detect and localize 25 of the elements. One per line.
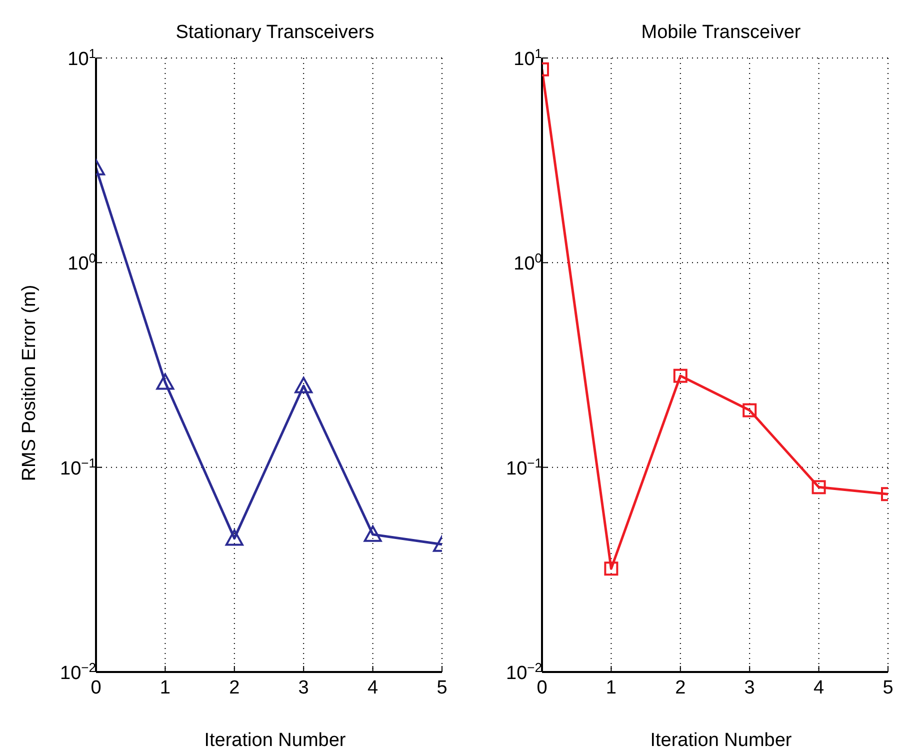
chart-title: Stationary Transceivers [174,22,376,44]
point [673,368,688,383]
x-tick-label: 1 [160,677,170,698]
x-tick-label: 1 [606,677,616,698]
y-tick-label: 10$^{1}$ [68,46,96,70]
x-tick-label: 0 [536,677,548,698]
x-axis-title: Iteration Number [203,730,347,752]
x-tick-label: 3 [298,677,309,698]
x-tick-label: 5 [882,677,894,698]
point [225,529,244,546]
y-tick-label: 10$^{−1}$ [506,454,542,480]
y-axis-title: RMS Position Error (m) [19,284,41,482]
x-tick-label: 4 [814,677,825,698]
x-tick-label: 2 [229,677,240,698]
x-axis-title: Iteration Number [649,730,793,752]
point [294,376,313,394]
x-tick-label: 4 [368,677,379,698]
chart-title: Mobile Transceiver [640,22,802,44]
x-tick-label: 2 [675,677,686,698]
y-tick-label: 10$^{1}$ [514,46,542,70]
y-tick-label: 10$^{−1}$ [60,454,96,480]
x-tick-label: 3 [744,677,755,698]
x-tick-label: 5 [436,677,448,698]
point [742,403,757,418]
x-tick-label: 0 [90,677,102,698]
